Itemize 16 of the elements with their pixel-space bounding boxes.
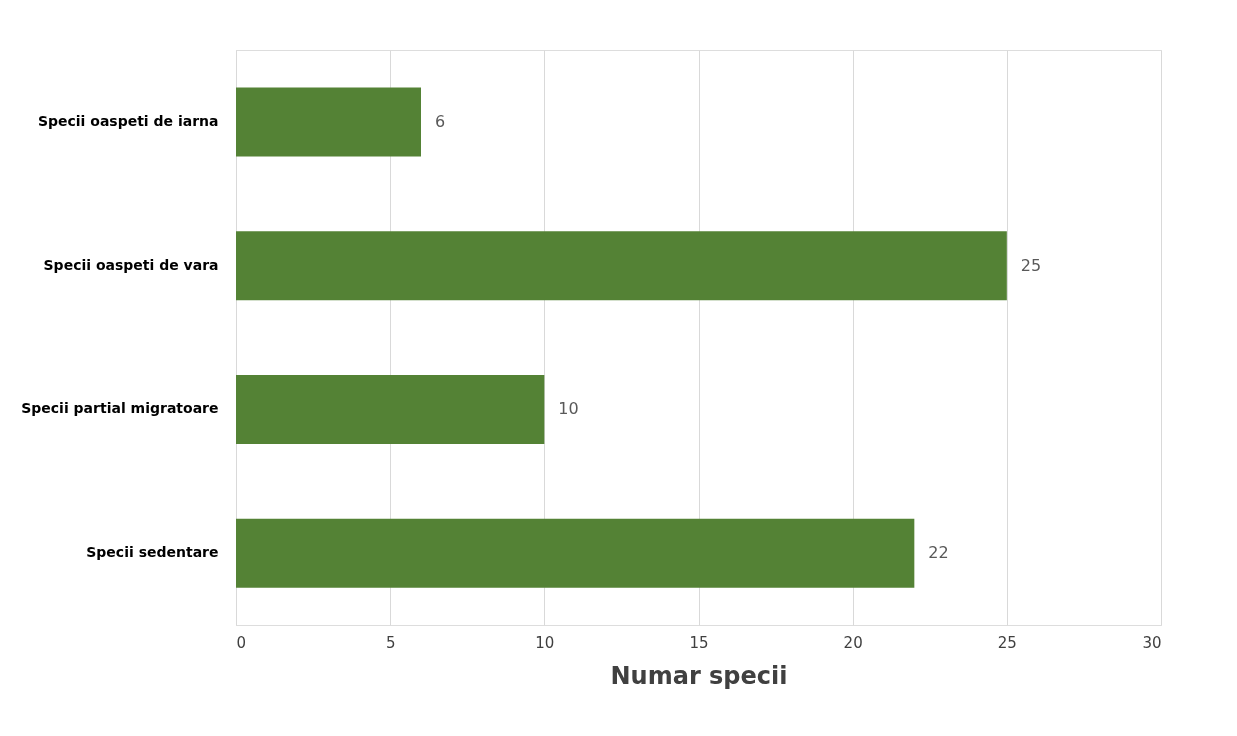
x-tick-label: 5	[385, 633, 396, 652]
data-label: 25	[1020, 255, 1042, 275]
x-tick-label: 30	[1142, 633, 1162, 652]
x-tick-label: 25	[997, 633, 1017, 652]
data-label: 10	[558, 399, 579, 419]
y-tick-label: Specii partial migratoare	[21, 400, 219, 417]
data-label: 6	[435, 111, 446, 131]
x-tick-label: 0	[236, 633, 247, 652]
x-tick-label: 20	[843, 633, 863, 652]
x-tick-label: 15	[689, 633, 709, 652]
y-tick-label: Specii sedentare	[86, 544, 219, 561]
y-tick-label: Specii oaspeti de iarna	[37, 112, 219, 129]
data-label: 22	[928, 543, 949, 563]
y-tick-label: Specii oaspeti de vara	[43, 256, 219, 273]
x-axis-title: Numar specii	[610, 661, 788, 690]
x-tick-label: 10	[535, 633, 555, 652]
